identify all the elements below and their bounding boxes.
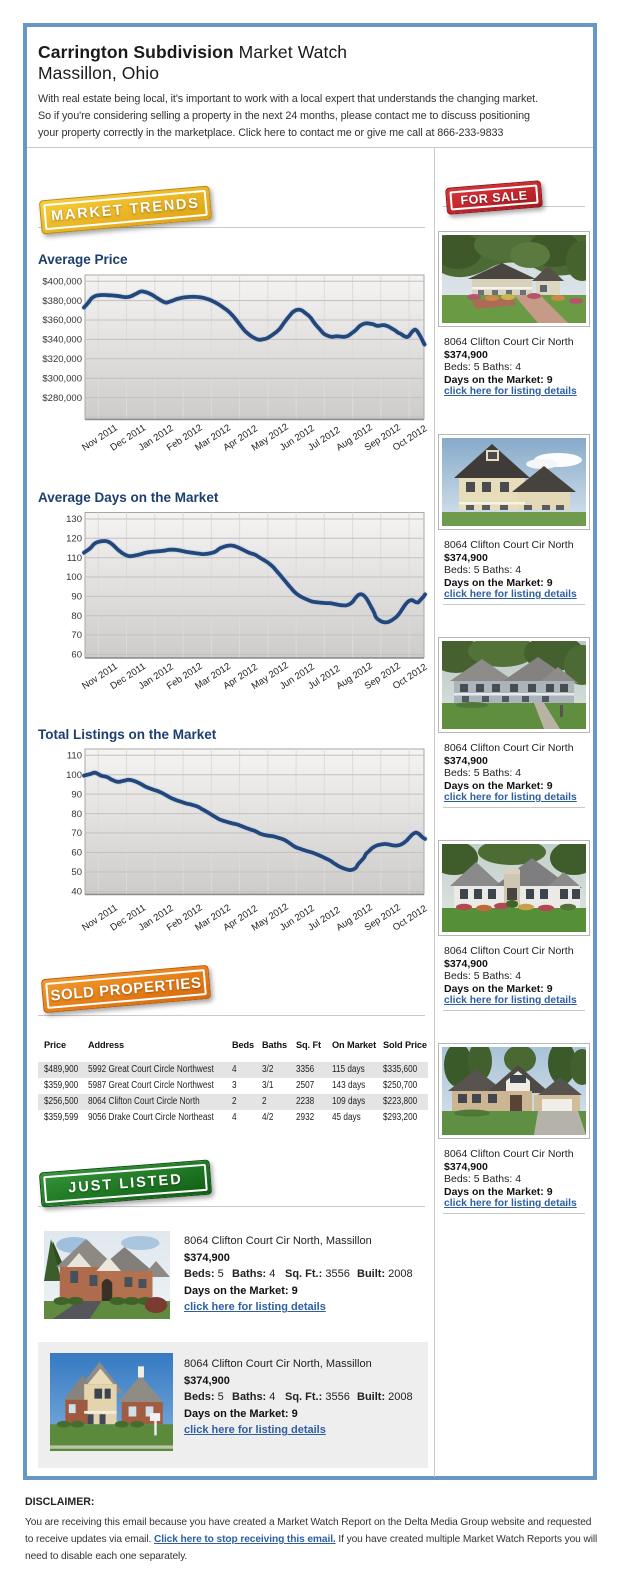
svg-text:$400,000: $400,000 (42, 276, 82, 287)
svg-text:70: 70 (71, 828, 82, 839)
svg-text:130: 130 (66, 514, 82, 525)
svg-text:Average Days on the Market: Average Days on the Market (38, 490, 219, 505)
svg-text:100: 100 (66, 770, 82, 781)
svg-text:60: 60 (71, 848, 82, 859)
svg-text:90: 90 (71, 789, 82, 800)
svg-text:Average Price: Average Price (38, 252, 128, 267)
svg-text:$280,000: $280,000 (42, 393, 82, 404)
svg-text:$340,000: $340,000 (42, 335, 82, 346)
svg-text:120: 120 (66, 534, 82, 545)
svg-text:80: 80 (71, 611, 82, 622)
svg-text:50: 50 (71, 867, 82, 878)
svg-text:$380,000: $380,000 (42, 296, 82, 307)
svg-text:$300,000: $300,000 (42, 373, 82, 384)
svg-text:Total Listings on the Market: Total Listings on the Market (38, 727, 217, 742)
svg-text:70: 70 (71, 630, 82, 641)
svg-text:$360,000: $360,000 (42, 315, 82, 326)
svg-text:$320,000: $320,000 (42, 354, 82, 365)
svg-text:110: 110 (67, 553, 82, 564)
svg-text:100: 100 (66, 572, 82, 583)
svg-text:110: 110 (67, 750, 82, 761)
svg-text:80: 80 (71, 809, 82, 820)
svg-text:60: 60 (71, 650, 82, 661)
svg-text:90: 90 (71, 592, 82, 603)
svg-text:40: 40 (71, 887, 82, 898)
